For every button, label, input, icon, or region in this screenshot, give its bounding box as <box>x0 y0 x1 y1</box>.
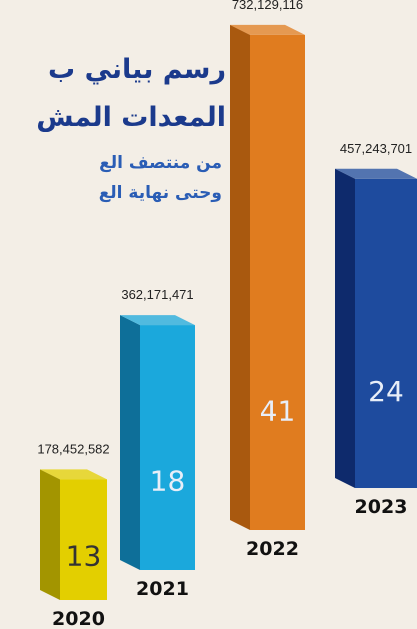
bar-top <box>120 315 195 326</box>
bar-side <box>230 24 250 530</box>
bar <box>60 479 107 600</box>
bar-top <box>40 469 107 480</box>
x-tick-label: 2023 <box>355 496 408 518</box>
subtitle: من منتصف الع <box>99 153 222 173</box>
bar-top <box>335 168 417 179</box>
bar-side <box>40 469 60 600</box>
bar-side <box>335 168 355 488</box>
bar <box>355 178 417 488</box>
x-tick-label: 2021 <box>136 578 189 600</box>
x-tick-label: 2020 <box>52 608 105 629</box>
subtitle: وحتى نهاية الع <box>99 183 222 203</box>
value-label: 732,129,116 <box>232 0 303 12</box>
count-label: 24 <box>368 375 404 408</box>
count-label: 41 <box>260 395 296 428</box>
value-label: 362,171,471 <box>121 287 193 302</box>
value-label: 178,452,582 <box>37 441 109 456</box>
chart-title: رسم بياني ب <box>48 54 226 85</box>
count-label: 18 <box>150 465 186 498</box>
x-tick-label: 2022 <box>246 538 299 560</box>
bar-top <box>230 24 305 35</box>
value-label: 457,243,701 <box>340 141 412 156</box>
chart-title: المعدات المش <box>36 102 226 133</box>
count-label: 13 <box>66 540 102 573</box>
bar <box>140 325 195 570</box>
bar <box>250 34 305 530</box>
bar-side <box>120 315 140 570</box>
